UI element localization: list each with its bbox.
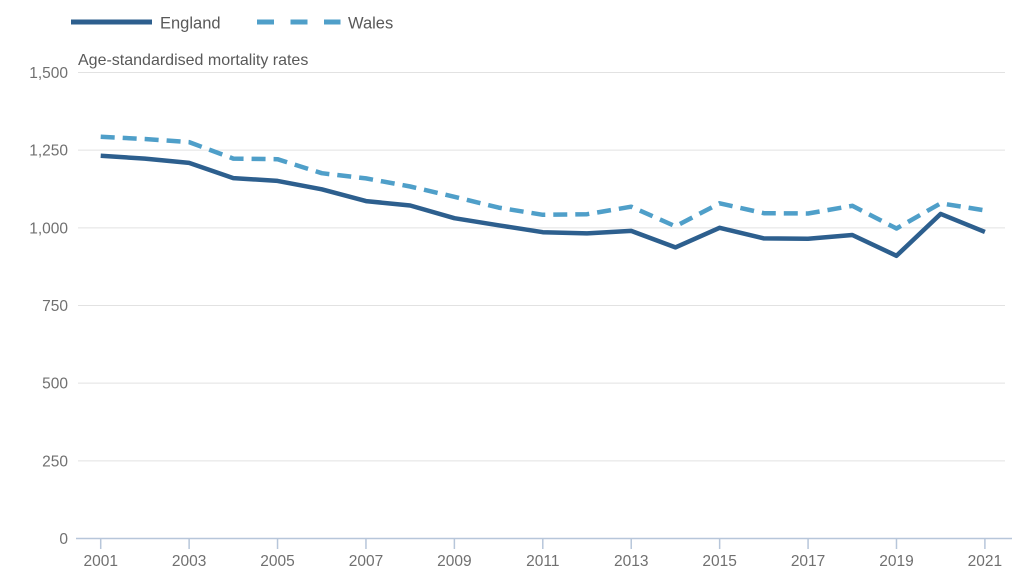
x-tick-label-2011: 2011 — [526, 553, 559, 570]
chart-subtitle: Age-standardised mortality rates — [78, 52, 308, 69]
chart-legend: England Wales — [71, 15, 393, 33]
y-tick-label-1,250: 1,250 — [29, 143, 68, 160]
y-tick-label-250: 250 — [42, 453, 68, 470]
y-tick-label-750: 750 — [42, 298, 68, 315]
x-tick-label-2019: 2019 — [879, 553, 913, 570]
x-tick-label-2015: 2015 — [702, 553, 736, 570]
y-tick-label-1,000: 1,000 — [29, 220, 68, 237]
legend-england-label: England — [160, 15, 221, 33]
x-tick-label-2003: 2003 — [172, 553, 206, 570]
y-tick-label-500: 500 — [42, 376, 68, 393]
wales-series-line — [100, 134, 986, 231]
x-tick-label-2017: 2017 — [791, 553, 825, 570]
plot-area: 0 250 500 750 1,000 1,250 1,500 2001 2003 2005 200… — [29, 65, 1012, 570]
x-tick-label-2001: 2001 — [83, 553, 117, 570]
x-tick-label-2021: 2021 — [968, 553, 1002, 570]
x-tick-label-2005: 2005 — [260, 553, 294, 570]
y-tick-label-1,500: 1,500 — [29, 65, 68, 82]
x-tick-label-2007: 2007 — [349, 553, 383, 570]
x-tick-label-2013: 2013 — [614, 553, 648, 570]
x-tick-label-2009: 2009 — [437, 553, 471, 570]
england-series-line — [100, 153, 986, 259]
legend-wales-label: Wales — [348, 15, 393, 33]
y-tick-label-0: 0 — [59, 531, 68, 548]
